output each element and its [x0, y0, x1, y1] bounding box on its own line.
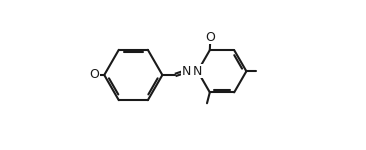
Text: N: N — [193, 65, 202, 78]
Text: N: N — [182, 65, 191, 78]
Text: O: O — [89, 69, 99, 81]
Text: O: O — [205, 30, 215, 44]
